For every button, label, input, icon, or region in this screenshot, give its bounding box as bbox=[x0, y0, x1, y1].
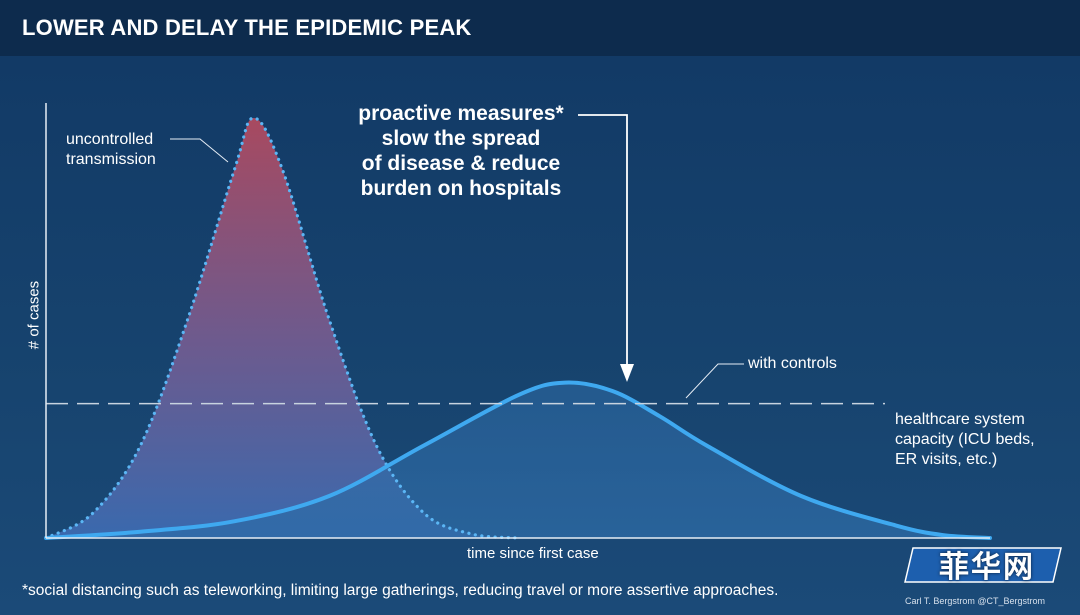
footnote: *social distancing such as teleworking, … bbox=[22, 582, 779, 599]
watermark-logo: 菲华网 bbox=[903, 538, 1071, 588]
uncontrolled-line-2: transmission bbox=[66, 151, 156, 168]
proactive-line-3: of disease & reduce bbox=[361, 152, 561, 175]
uncontrolled-annotation: uncontrolled transmission bbox=[66, 130, 156, 170]
watermark-badge-icon bbox=[904, 547, 1062, 583]
capacity-line-2: capacity (ICU beds, bbox=[895, 431, 1035, 448]
credit-text: Carl T. Bergstrom @CT_Bergstrom bbox=[905, 596, 1046, 606]
proactive-line-2: slow the spread bbox=[381, 127, 541, 150]
capacity-line-1: healthcare system bbox=[895, 411, 1025, 428]
uncontrolled-line-1: uncontrolled bbox=[66, 131, 154, 148]
header-bar: LOWER AND DELAY THE EPIDEMIC PEAK bbox=[0, 0, 1080, 56]
proactive-line-1: proactive measures* bbox=[358, 102, 564, 125]
with-controls-line bbox=[44, 380, 992, 540]
proactive-line-4: burden on hospitals bbox=[360, 177, 562, 200]
capacity-line-3: ER visits, etc.) bbox=[895, 451, 998, 468]
uncontrolled-area bbox=[46, 118, 518, 538]
with-controls-label: with controls bbox=[748, 355, 837, 372]
x-axis-label: time since first case bbox=[467, 545, 599, 562]
proactive-annotation: proactive measures* slow the spread of d… bbox=[336, 101, 586, 201]
y-axis-label: # of cases bbox=[25, 280, 43, 350]
uncontrolled-dotted-line bbox=[44, 116, 520, 540]
controls-leader-line bbox=[685, 363, 744, 399]
capacity-annotation: healthcare system capacity (ICU beds, ER… bbox=[895, 410, 1035, 470]
uncontrolled-leader-line bbox=[170, 138, 229, 163]
controls-area bbox=[46, 382, 990, 538]
proactive-arrow-line bbox=[578, 114, 628, 372]
plot-layer bbox=[44, 116, 992, 540]
page-title: LOWER AND DELAY THE EPIDEMIC PEAK bbox=[22, 15, 472, 40]
watermark-text: 菲华网 bbox=[939, 551, 1035, 584]
proactive-arrow-head bbox=[620, 364, 634, 382]
